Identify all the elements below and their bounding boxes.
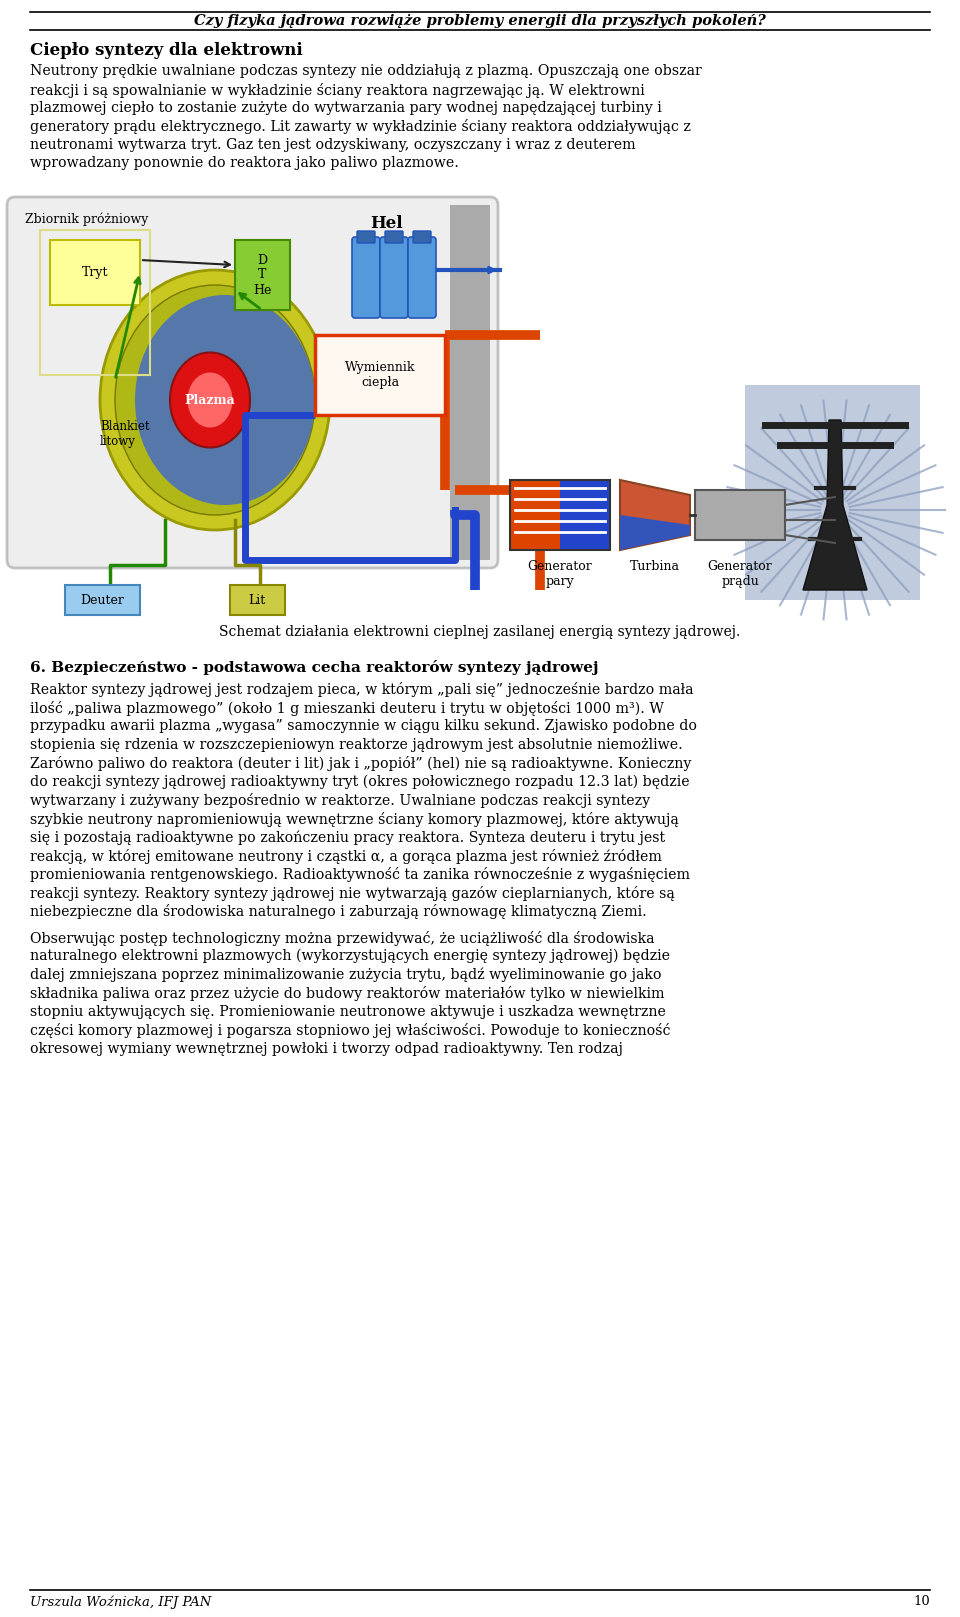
FancyBboxPatch shape [315,335,445,416]
Text: Hel: Hel [370,215,402,231]
FancyBboxPatch shape [230,585,285,614]
FancyBboxPatch shape [385,231,403,243]
Polygon shape [620,480,690,550]
Text: niebezpieczne dla środowiska naturalnego i zaburzają równowagę klimatyczną Ziemi: niebezpieczne dla środowiska naturalnego… [30,904,647,918]
Text: Lit: Lit [249,593,266,606]
Text: wytwarzany i zużywany bezpośrednio w reaktorze. Uwalniane podczas reakcji syntez: wytwarzany i zużywany bezpośrednio w rea… [30,792,650,808]
Text: Schemat działania elektrowni cieplnej zasilanej energią syntezy jądrowej.: Schemat działania elektrowni cieplnej za… [220,626,740,639]
Text: Neutrony prędkie uwalniane podczas syntezy nie oddziałują z plazmą. Opuszczają o: Neutrony prędkie uwalniane podczas synte… [30,65,702,78]
Text: Ciepło syntezy dla elektrowni: Ciepło syntezy dla elektrowni [30,42,302,58]
Ellipse shape [135,294,315,505]
Text: Reaktor syntezy jądrowej jest rodzajem pieca, w którym „pali się” jednocześnie b: Reaktor syntezy jądrowej jest rodzajem p… [30,682,693,697]
Text: Zbiornik próżniowy: Zbiornik próżniowy [25,213,149,226]
Text: Tryt: Tryt [82,267,108,280]
Bar [745,385,920,600]
Text: plazmowej ciepło to zostanie zużyte do wytwarzania pary wodnej napędzającej turb: plazmowej ciepło to zostanie zużyte do w… [30,100,661,115]
Ellipse shape [100,270,330,530]
FancyBboxPatch shape [7,197,498,568]
Bar [695,490,785,540]
Text: ilość „paliwa plazmowego” (około 1 g mieszanki deuteru i trytu w objętości 1000 : ilość „paliwa plazmowego” (około 1 g mie… [30,700,664,715]
Text: reakcją, w której emitowane neutrony i cząstki α, a gorąca plazma jest również ź: reakcją, w której emitowane neutrony i c… [30,849,661,863]
Text: stopienia się rdzenia w rozszczepieniowyn reaktorze jądrowym jest absolutnie nie: stopienia się rdzenia w rozszczepieniowy… [30,737,683,752]
FancyBboxPatch shape [50,239,140,306]
Text: naturalnego elektrowni plazmowych (wykorzystujących energię syntezy jądrowej) bę: naturalnego elektrowni plazmowych (wykor… [30,949,670,964]
Polygon shape [620,514,690,550]
Text: reakcji i są spowalnianie w wykładzinie ściany reaktora nagrzewając ją. W elektr: reakcji i są spowalnianie w wykładzinie … [30,82,645,97]
Text: przypadku awarii plazma „wygasa” samoczynnie w ciągu kilku sekund. Zjawisko podo: przypadku awarii plazma „wygasa” samoczy… [30,720,697,733]
Text: do reakcji syntezy jądrowej radioaktywny tryt (okres połowicznego rozpadu 12.3 l: do reakcji syntezy jądrowej radioaktywny… [30,775,689,789]
Text: stopniu aktywujących się. Promieniowanie neutronowe aktywuje i uszkadza wewnętrz: stopniu aktywujących się. Promieniowanie… [30,1004,666,1019]
Ellipse shape [115,285,315,514]
Bar [560,480,610,550]
Text: się i pozostają radioaktywne po zakończeniu pracy reaktora. Synteza deuteru i tr: się i pozostają radioaktywne po zakończe… [30,830,665,844]
Text: składnika paliwa oraz przez użycie do budowy reaktorów materiałów tylko w niewie: składnika paliwa oraz przez użycie do bu… [30,986,664,1001]
FancyBboxPatch shape [65,585,140,614]
FancyBboxPatch shape [235,239,290,310]
Text: promieniowania rentgenowskiego. Radioaktywność ta zanika równocześnie z wygaśnię: promieniowania rentgenowskiego. Radioakt… [30,867,690,881]
FancyBboxPatch shape [413,231,431,243]
Text: 6. Bezpieczeństwo - podstawowa cecha reaktorów syntezy jądrowej: 6. Bezpieczeństwo - podstawowa cecha rea… [30,660,598,674]
Text: Obserwując postęp technologiczny można przewidywać, że uciążliwość dla środowisk: Obserwując postęp technologiczny można p… [30,930,655,946]
Text: okresowej wymiany wewnętrznej powłoki i tworzy odpad radioaktywny. Ten rodzaj: okresowej wymiany wewnętrznej powłoki i … [30,1041,623,1056]
Text: reakcji syntezy. Reaktory syntezy jądrowej nie wytwarzają gazów cieplarnianych, : reakcji syntezy. Reaktory syntezy jądrow… [30,886,675,901]
Text: wprowadzany ponownie do reaktora jako paliwo plazmowe.: wprowadzany ponownie do reaktora jako pa… [30,157,459,170]
Text: dalej zmniejszana poprzez minimalizowanie zużycia trytu, bądź wyeliminowanie go : dalej zmniejszana poprzez minimalizowani… [30,967,661,982]
Text: szybkie neutrony napromieniowują wewnętrzne ściany komory plazmowej, które aktyw: szybkie neutrony napromieniowują wewnętr… [30,812,679,826]
Text: Generator
pary: Generator pary [528,559,592,589]
Text: Turbina: Turbina [630,559,680,572]
Polygon shape [803,420,867,590]
FancyBboxPatch shape [380,238,408,319]
FancyBboxPatch shape [408,238,436,319]
Ellipse shape [187,372,232,427]
Text: Czy fizyka jądrowa rozwiąże problemy energii dla przyszłych pokoleń?: Czy fizyka jądrowa rozwiąże problemy ene… [194,15,766,27]
Text: generatory prądu elektrycznego. Lit zawarty w wykładzinie ściany reaktora oddzia: generatory prądu elektrycznego. Lit zawa… [30,120,691,134]
Bar [510,480,610,550]
FancyBboxPatch shape [352,238,380,319]
Text: 10: 10 [913,1594,930,1607]
Text: części komory plazmowej i pogarsza stopniowo jej właściwości. Powoduje to koniec: części komory plazmowej i pogarsza stopn… [30,1024,670,1038]
Text: Generator
prądu: Generator prądu [708,559,773,589]
Text: Zarówno paliwo do reaktora (deuter i lit) jak i „popiół” (hel) nie są radioaktyw: Zarówno paliwo do reaktora (deuter i lit… [30,757,691,771]
Text: Urszula Woźnicka, IFJ PAN: Urszula Woźnicka, IFJ PAN [30,1594,211,1609]
FancyBboxPatch shape [357,231,375,243]
Text: Blankiet
litowy: Blankiet litowy [100,420,150,448]
Text: neutronami wytwarza tryt. Gaz ten jest odzyskiwany, oczyszczany i wraz z deutere: neutronami wytwarza tryt. Gaz ten jest o… [30,137,636,152]
Text: Wymiennik
ciepła: Wymiennik ciepła [345,361,416,390]
Text: Plazma: Plazma [184,393,235,406]
Ellipse shape [170,353,250,448]
Bar [450,205,490,559]
Text: D
T
He: D T He [253,254,272,296]
Bar [510,480,560,550]
Text: Deuter: Deuter [80,593,124,606]
